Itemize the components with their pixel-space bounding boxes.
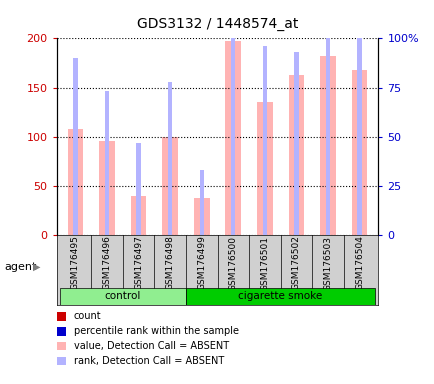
Bar xyxy=(319,56,335,235)
Bar xyxy=(136,142,141,235)
Text: GSM176504: GSM176504 xyxy=(354,236,363,290)
Text: GSM176503: GSM176503 xyxy=(323,236,332,291)
Bar xyxy=(325,19,329,235)
Bar xyxy=(288,75,304,235)
Text: GSM176499: GSM176499 xyxy=(197,236,206,290)
Bar xyxy=(256,102,272,235)
Bar xyxy=(225,41,240,235)
Bar xyxy=(185,288,375,305)
Bar xyxy=(356,19,361,235)
Bar xyxy=(293,52,298,235)
Text: cigarette smoke: cigarette smoke xyxy=(238,291,322,301)
Bar xyxy=(99,141,115,235)
Text: GDS3132 / 1448574_at: GDS3132 / 1448574_at xyxy=(137,17,297,31)
Text: percentile rank within the sample: percentile rank within the sample xyxy=(74,326,238,336)
Bar xyxy=(67,129,83,235)
Bar xyxy=(194,198,209,235)
Bar xyxy=(73,58,78,235)
Text: GSM176497: GSM176497 xyxy=(134,236,143,290)
Text: GSM176498: GSM176498 xyxy=(165,236,174,290)
Text: GSM176495: GSM176495 xyxy=(71,236,80,290)
Bar xyxy=(230,9,235,235)
Bar xyxy=(162,137,178,235)
Bar xyxy=(130,195,146,235)
Text: agent: agent xyxy=(4,262,36,272)
Text: count: count xyxy=(74,311,102,321)
Bar xyxy=(168,82,172,235)
Text: GSM176496: GSM176496 xyxy=(102,236,111,290)
Text: GSM176500: GSM176500 xyxy=(228,236,237,291)
Bar xyxy=(105,91,109,235)
Text: ▶: ▶ xyxy=(33,262,40,272)
Bar xyxy=(59,288,185,305)
Text: GSM176502: GSM176502 xyxy=(291,236,300,290)
Text: control: control xyxy=(105,291,141,301)
Bar xyxy=(351,70,367,235)
Text: GSM176501: GSM176501 xyxy=(260,236,269,291)
Bar xyxy=(199,170,204,235)
Bar xyxy=(262,46,266,235)
Text: rank, Detection Call = ABSENT: rank, Detection Call = ABSENT xyxy=(74,356,224,366)
Text: value, Detection Call = ABSENT: value, Detection Call = ABSENT xyxy=(74,341,229,351)
